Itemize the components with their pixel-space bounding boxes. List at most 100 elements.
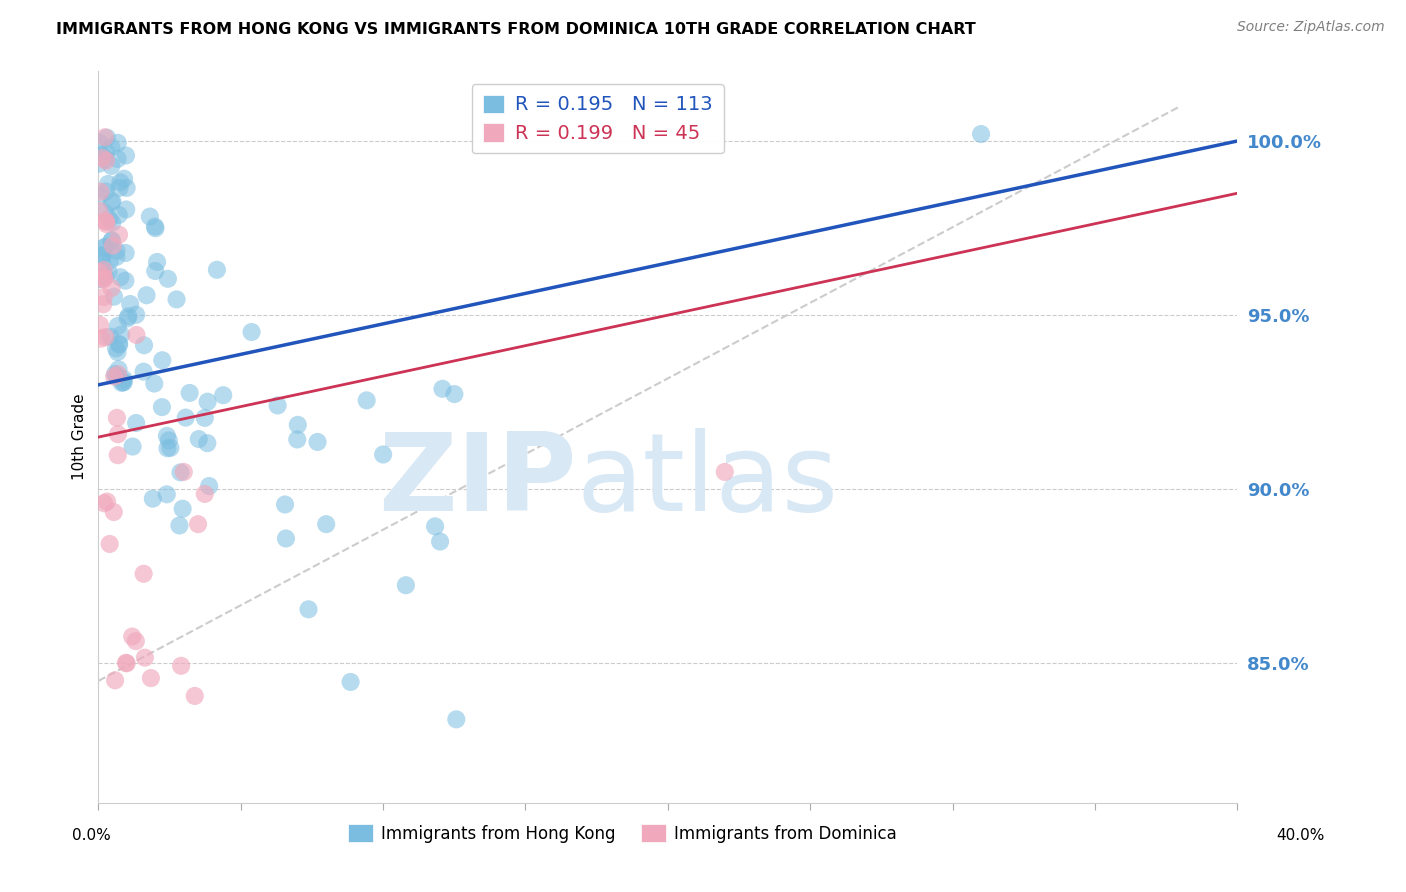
Point — [89, 265, 111, 279]
Point — [156, 487, 179, 501]
Point — [90, 332, 112, 346]
Point — [194, 487, 217, 501]
Point — [103, 505, 125, 519]
Point — [120, 297, 142, 311]
Point — [107, 448, 129, 462]
Point — [121, 440, 143, 454]
Point — [114, 274, 136, 288]
Point — [121, 630, 143, 644]
Point — [174, 410, 197, 425]
Point — [112, 171, 135, 186]
Point — [100, 195, 122, 210]
Point — [100, 234, 122, 248]
Text: IMMIGRANTS FROM HONG KONG VS IMMIGRANTS FROM DOMINICA 10TH GRADE CORRELATION CHA: IMMIGRANTS FROM HONG KONG VS IMMIGRANTS … — [56, 22, 976, 37]
Point — [139, 671, 162, 685]
Point — [205, 262, 228, 277]
Point — [112, 376, 135, 390]
Point — [143, 264, 166, 278]
Y-axis label: 10th Grade: 10th Grade — [72, 393, 87, 481]
Point — [105, 342, 128, 356]
Point — [101, 194, 124, 208]
Point — [101, 238, 124, 252]
Point — [100, 140, 122, 154]
Point — [105, 250, 128, 264]
Point — [94, 330, 117, 344]
Point — [94, 153, 117, 168]
Point — [112, 372, 135, 386]
Point — [93, 205, 115, 219]
Point — [212, 388, 235, 402]
Point — [112, 375, 135, 389]
Point — [970, 127, 993, 141]
Point — [143, 376, 166, 391]
Text: ZIP: ZIP — [378, 428, 576, 534]
Point — [91, 248, 114, 262]
Point — [170, 658, 193, 673]
Point — [94, 214, 117, 228]
Point — [110, 270, 132, 285]
Point — [103, 290, 125, 304]
Point — [159, 441, 181, 455]
Point — [423, 519, 446, 533]
Point — [94, 185, 117, 199]
Point — [90, 148, 112, 162]
Point — [91, 272, 114, 286]
Point — [266, 399, 288, 413]
Point — [101, 233, 124, 247]
Point — [157, 434, 180, 448]
Point — [105, 244, 128, 258]
Point — [97, 177, 120, 191]
Text: 0.0%: 0.0% — [72, 828, 111, 843]
Point — [156, 429, 179, 443]
Point — [110, 327, 132, 342]
Point — [98, 254, 121, 268]
Point — [115, 148, 138, 162]
Point — [142, 491, 165, 506]
Text: Source: ZipAtlas.com: Source: ZipAtlas.com — [1237, 20, 1385, 34]
Point — [125, 634, 148, 648]
Point — [104, 673, 127, 688]
Point — [166, 293, 188, 307]
Point — [156, 272, 179, 286]
Point — [117, 311, 139, 326]
Point — [195, 436, 218, 450]
Point — [108, 337, 131, 351]
Point — [197, 394, 219, 409]
Point — [115, 657, 138, 671]
Point — [274, 498, 297, 512]
Point — [87, 157, 110, 171]
Point — [432, 382, 454, 396]
Point — [103, 369, 125, 384]
Point — [135, 288, 157, 302]
Point — [98, 211, 121, 226]
Point — [107, 318, 129, 333]
Point — [107, 427, 129, 442]
Point — [107, 362, 129, 376]
Point — [115, 202, 138, 217]
Point — [94, 268, 117, 283]
Point — [96, 145, 118, 160]
Point — [105, 410, 128, 425]
Point — [184, 689, 207, 703]
Point — [114, 246, 136, 260]
Point — [274, 532, 297, 546]
Point — [110, 175, 132, 189]
Point — [108, 181, 131, 195]
Point — [108, 227, 131, 242]
Point — [93, 496, 115, 510]
Point — [105, 369, 128, 384]
Point — [156, 442, 179, 456]
Point — [134, 650, 156, 665]
Point — [125, 327, 148, 342]
Point — [315, 517, 337, 532]
Point — [395, 578, 418, 592]
Point — [93, 272, 115, 286]
Point — [187, 432, 209, 446]
Point — [443, 387, 465, 401]
Point — [93, 263, 115, 277]
Point — [115, 181, 138, 195]
Point — [93, 270, 115, 285]
Point — [96, 494, 118, 508]
Point — [194, 410, 217, 425]
Point — [143, 219, 166, 234]
